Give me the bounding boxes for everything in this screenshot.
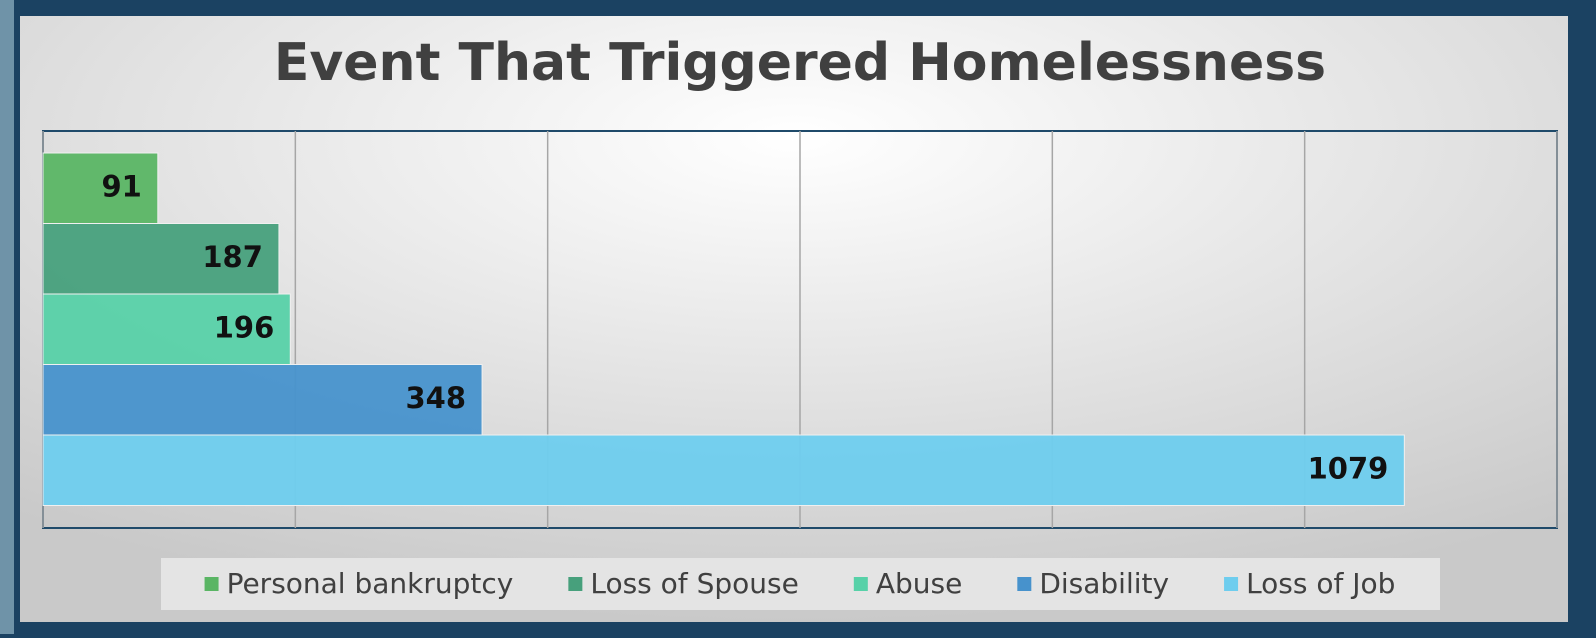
- legend-label: Loss of Spouse: [590, 567, 798, 600]
- bar: [42, 364, 483, 436]
- legend-swatch: [1224, 577, 1239, 591]
- legend-label: Disability: [1039, 567, 1169, 600]
- side-strip: [0, 0, 14, 634]
- legend-swatch: [853, 577, 868, 591]
- legend-label: Loss of Job: [1246, 567, 1395, 600]
- bar: [42, 434, 1405, 506]
- chart-title: Event That Triggered Homelessness: [274, 33, 1326, 93]
- legend-label: Abuse: [876, 567, 963, 600]
- data-label: 187: [202, 240, 263, 274]
- data-label: 196: [214, 310, 275, 344]
- bar: [42, 152, 159, 224]
- data-label: 91: [101, 169, 141, 203]
- bar: [42, 223, 280, 295]
- data-label: 348: [406, 381, 467, 415]
- legend-swatch: [204, 577, 219, 591]
- data-label: 1079: [1308, 451, 1389, 485]
- legend-swatch: [1017, 577, 1032, 591]
- legend-swatch: [568, 577, 583, 591]
- legend-label: Personal bankruptcy: [227, 567, 514, 600]
